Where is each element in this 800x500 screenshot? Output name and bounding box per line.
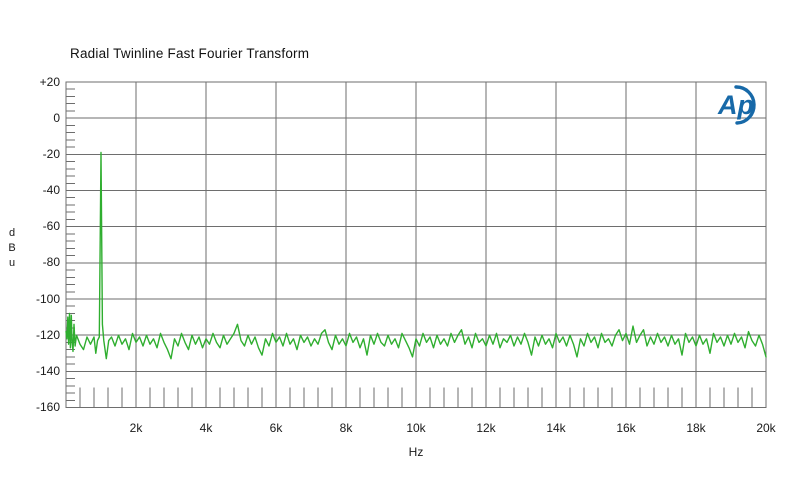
x-tick-label: 6k: [269, 421, 283, 435]
x-tick-label: 18k: [686, 421, 706, 435]
x-tick-label: 2k: [129, 421, 143, 435]
x-tick-label: 16k: [616, 421, 636, 435]
y-tick-label: 0: [53, 111, 60, 125]
x-tick-label: 4k: [199, 421, 213, 435]
logo-swoosh-arc: [734, 85, 756, 125]
plot-border: [65, 81, 767, 408]
y-tick-label: -120: [35, 328, 60, 342]
minor-tick-marks: [66, 88, 753, 408]
x-tick-label: 12k: [476, 421, 496, 435]
fft-trace: [65, 151, 767, 360]
x-axis-label-hz: Hz: [408, 445, 424, 459]
y-axis-label-dbu: d B u: [8, 227, 16, 269]
audio-precision-logo: Ap: [717, 85, 756, 125]
y-tick-label: -100: [35, 292, 60, 306]
chart-title: Radial Twinline Fast Fourier Transform: [70, 46, 310, 61]
y-tick-label: +20: [39, 75, 60, 89]
y-tick-label: -20: [42, 147, 60, 161]
x-tick-label: 20k: [756, 421, 776, 435]
y-tick-label: -160: [35, 400, 60, 414]
x-tick-label: 10k: [406, 421, 426, 435]
major-gridlines: [66, 82, 766, 408]
x-tick-label: 14k: [546, 421, 566, 435]
logo-text: Ap: [717, 90, 754, 120]
x-tick-label: 8k: [339, 421, 353, 435]
y-tick-label: -40: [42, 183, 60, 197]
y-tick-label: -140: [35, 364, 60, 378]
y-tick-label: -60: [42, 219, 60, 233]
y-tick-label: -80: [42, 255, 60, 269]
